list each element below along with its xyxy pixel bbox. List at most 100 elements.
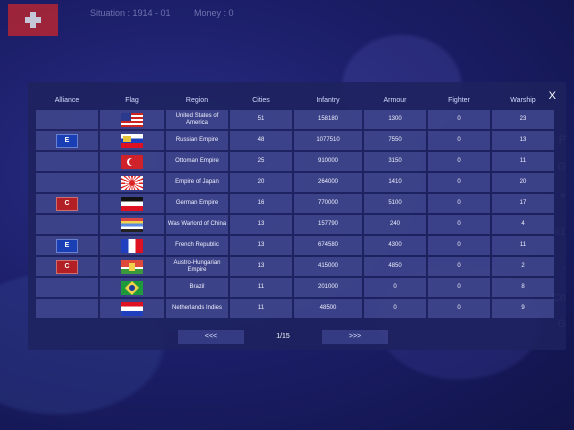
column-header-alliance: Alliance <box>54 96 80 104</box>
infantry-cell: 674580 <box>294 236 362 255</box>
table-row[interactable]: C Austro-Hungarian Empire 13 415000 4850… <box>36 257 554 276</box>
region-cell: Austro-Hungarian Empire <box>166 257 228 276</box>
infantry-cell: 157790 <box>294 215 362 234</box>
flag-cell <box>100 299 164 318</box>
ranking-table: Alliance Flag Region Cities Infantry Arm… <box>34 90 556 320</box>
netherlands-flag-icon <box>121 301 143 316</box>
table-row[interactable]: Ottoman Empire 25 910000 3150 0 11 <box>36 152 554 171</box>
fighter-cell: 0 <box>428 278 490 297</box>
fighter-cell: 0 <box>428 215 490 234</box>
flag-cell <box>100 152 164 171</box>
cities-cell: 51 <box>230 110 292 129</box>
cities-cell: 48 <box>230 131 292 150</box>
flag-cell <box>100 257 164 276</box>
page-indicator: 1/15 <box>276 333 290 340</box>
flag-cell <box>100 236 164 255</box>
region-cell: Netherlands Indies <box>166 299 228 318</box>
germany-flag-icon <box>121 196 143 211</box>
alliance-badge-central: C <box>56 259 78 274</box>
warship-cell: 2 <box>492 257 554 276</box>
warship-cell: 17 <box>492 194 554 213</box>
alliance-cell: E <box>36 236 98 255</box>
fighter-cell: 0 <box>428 194 490 213</box>
table-row[interactable]: Empire of Japan 20 264000 1410 0 20 <box>36 173 554 192</box>
table-row[interactable]: C German Empire 16 770000 5100 0 17 <box>36 194 554 213</box>
fighter-cell: 0 <box>428 152 490 171</box>
table-row[interactable]: E French Republic 13 674580 4300 0 11 <box>36 236 554 255</box>
column-header-armour: Armour <box>383 96 407 104</box>
alliance-cell <box>36 215 98 234</box>
armour-cell: 240 <box>364 215 426 234</box>
situation-label: Situation : 1914 - 01 <box>90 8 171 18</box>
table-row[interactable]: E Russian Empire 48 1077510 7550 0 13 <box>36 131 554 150</box>
warship-cell: 9 <box>492 299 554 318</box>
alliance-cell <box>36 173 98 192</box>
column-header-flag: Flag <box>125 96 139 104</box>
armour-cell: 5100 <box>364 194 426 213</box>
region-cell: French Republic <box>166 236 228 255</box>
player-flag-icon[interactable] <box>8 4 58 36</box>
table-row[interactable]: United States of America 51 158180 1300 … <box>36 110 554 129</box>
region-cell: Empire of Japan <box>166 173 228 192</box>
armour-cell: 1300 <box>364 110 426 129</box>
alliance-badge-central: C <box>56 196 78 211</box>
ottoman-flag-icon <box>121 154 143 169</box>
armour-cell: 0 <box>364 278 426 297</box>
close-button[interactable]: X <box>548 90 556 102</box>
warship-cell: 11 <box>492 152 554 171</box>
table-row[interactable]: Netherlands Indies 11 48500 0 0 9 <box>36 299 554 318</box>
region-cell: Russian Empire <box>166 131 228 150</box>
region-cell: United States of America <box>166 110 228 129</box>
warship-cell: 11 <box>492 236 554 255</box>
prev-page-button[interactable]: <<< <box>178 330 244 344</box>
alliance-cell: C <box>36 257 98 276</box>
infantry-cell: 201000 <box>294 278 362 297</box>
region-cell: Ottoman Empire <box>166 152 228 171</box>
cities-cell: 11 <box>230 299 292 318</box>
armour-cell: 1410 <box>364 173 426 192</box>
infantry-cell: 48500 <box>294 299 362 318</box>
cities-cell: 25 <box>230 152 292 171</box>
cities-cell: 11 <box>230 278 292 297</box>
infantry-cell: 264000 <box>294 173 362 192</box>
fighter-cell: 0 <box>428 257 490 276</box>
table-row[interactable]: Brazil 11 201000 0 0 8 <box>36 278 554 297</box>
china-flag-icon <box>121 217 143 232</box>
table-row[interactable]: Was Warlord of China 13 157790 240 0 4 <box>36 215 554 234</box>
fighter-cell: 0 <box>428 110 490 129</box>
brazil-flag-icon <box>121 280 143 295</box>
warship-cell: 23 <box>492 110 554 129</box>
armour-cell: 0 <box>364 299 426 318</box>
infantry-cell: 158180 <box>294 110 362 129</box>
next-page-button[interactable]: >>> <box>322 330 388 344</box>
cities-cell: 13 <box>230 215 292 234</box>
alliance-cell: C <box>36 194 98 213</box>
ranking-panel: X Alliance Flag Region Cities Infantry A… <box>28 82 566 350</box>
flag-cell <box>100 110 164 129</box>
fighter-cell: 0 <box>428 236 490 255</box>
flag-cell <box>100 131 164 150</box>
fighter-cell: 0 <box>428 173 490 192</box>
alliance-cell <box>36 299 98 318</box>
fighter-cell: 0 <box>428 299 490 318</box>
cities-cell: 13 <box>230 236 292 255</box>
infantry-cell: 770000 <box>294 194 362 213</box>
column-header-infantry: Infantry <box>316 96 340 104</box>
warship-cell: 8 <box>492 278 554 297</box>
pagination: <<< 1/15 >>> <box>178 330 388 344</box>
flag-cell <box>100 215 164 234</box>
armour-cell: 3150 <box>364 152 426 171</box>
cities-cell: 16 <box>230 194 292 213</box>
armour-cell: 4850 <box>364 257 426 276</box>
fighter-cell: 0 <box>428 131 490 150</box>
france-flag-icon <box>121 238 143 253</box>
region-cell: Was Warlord of China <box>166 215 228 234</box>
money-label: Money : 0 <box>194 8 234 18</box>
japan-flag-icon <box>121 175 143 190</box>
alliance-badge-entente: E <box>56 238 78 253</box>
cities-cell: 20 <box>230 173 292 192</box>
usa-flag-icon <box>121 112 143 127</box>
table-header-row: Alliance Flag Region Cities Infantry Arm… <box>36 92 554 108</box>
alliance-badge-entente: E <box>56 133 78 148</box>
warship-cell: 4 <box>492 215 554 234</box>
